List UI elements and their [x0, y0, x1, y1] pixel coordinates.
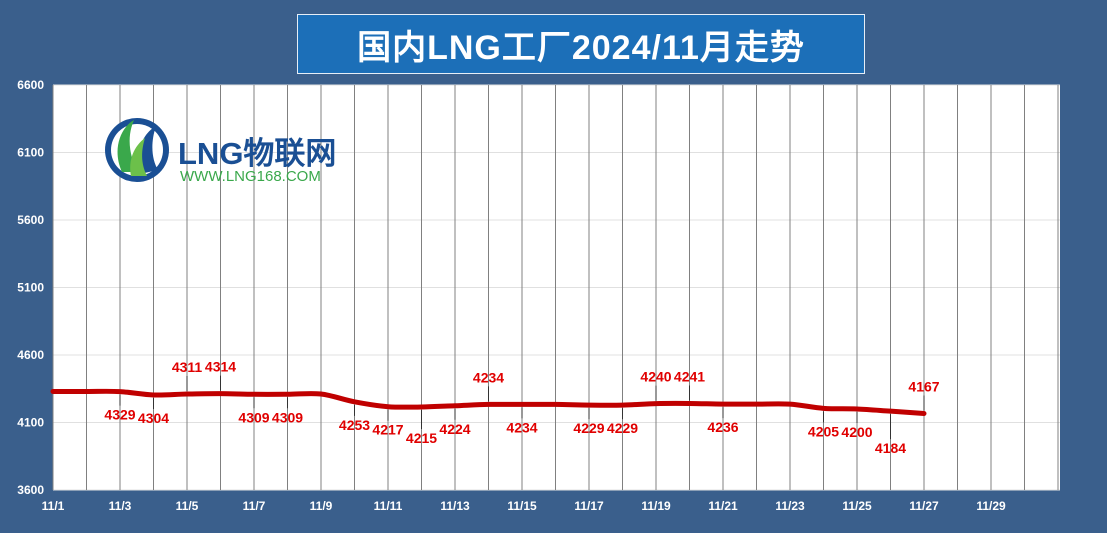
x-tick-label: 11/15 — [507, 499, 537, 513]
x-tick-label: 11/23 — [775, 499, 805, 513]
logo: LNG物联网 WWW.LNG168.COM — [105, 118, 336, 185]
data-label: 4200 — [841, 424, 872, 440]
x-tick-label: 11/27 — [909, 499, 939, 513]
chart-title: 国内LNG工厂2024/11月走势 — [357, 28, 805, 67]
y-tick-label: 5600 — [17, 213, 44, 227]
data-label: 4167 — [908, 378, 939, 394]
y-tick-label: 5100 — [17, 281, 44, 295]
data-label: 4215 — [406, 430, 437, 446]
data-label: 4240 — [640, 369, 671, 385]
data-label: 4205 — [808, 423, 839, 439]
x-tick-label: 11/19 — [641, 499, 671, 513]
data-label: 4229 — [607, 420, 638, 436]
data-label: 4236 — [707, 419, 738, 435]
y-tick-label: 4100 — [17, 416, 44, 430]
data-label: 4309 — [272, 409, 303, 425]
data-label: 4224 — [439, 421, 470, 437]
y-tick-label: 4600 — [17, 348, 44, 362]
chart-title-box: 国内LNG工厂2024/11月走势 — [297, 14, 865, 74]
price-series-line — [50, 388, 927, 416]
x-tick-label: 11/25 — [842, 499, 872, 513]
data-label: 4241 — [674, 368, 705, 384]
data-label-leader-lines — [119, 375, 925, 440]
logo-url-text: WWW.LNG168.COM — [180, 168, 321, 185]
data-label: 4329 — [104, 407, 135, 423]
x-tick-label: 11/1 — [42, 499, 65, 513]
x-tick-label: 11/3 — [109, 499, 132, 513]
x-tick-label: 11/7 — [243, 499, 266, 513]
data-labels: 4329 4304 4311 4314 4309 4309 4253 421742154224… — [104, 359, 939, 457]
data-label: 4217 — [372, 422, 403, 438]
data-label: 4309 — [238, 409, 269, 425]
x-tick-label: 11/29 — [976, 499, 1006, 513]
data-label: 4314 — [205, 359, 236, 375]
x-tick-label: 11/13 — [440, 499, 470, 513]
data-label: 4184 — [875, 440, 906, 456]
data-label: 4234 — [473, 369, 504, 385]
vertical-gridlines — [52, 85, 1059, 490]
y-tick-label: 6600 — [17, 78, 44, 92]
y-axis-ticks: 3600 4100 4600 5100 5600 6100 6600 — [17, 78, 44, 497]
y-tick-label: 3600 — [17, 483, 44, 497]
data-label: 4311 — [172, 359, 203, 375]
x-tick-label: 11/5 — [176, 499, 199, 513]
x-tick-label: 11/17 — [574, 499, 604, 513]
logo-brand-text: LNG物联网 — [178, 136, 336, 171]
logo-emblem-icon — [105, 118, 169, 182]
y-tick-label: 6100 — [17, 146, 44, 160]
data-label: 4304 — [138, 410, 169, 426]
data-label: 4229 — [573, 420, 604, 436]
x-tick-label: 11/9 — [310, 499, 333, 513]
data-label: 4253 — [339, 417, 370, 433]
x-tick-label: 11/11 — [374, 499, 403, 513]
data-label: 4234 — [506, 419, 537, 435]
x-tick-label: 11/21 — [708, 499, 738, 513]
x-axis-ticks: 11/1 11/3 11/5 11/7 11/9 11/11 11/13 11/15 11/17… — [42, 499, 1006, 513]
